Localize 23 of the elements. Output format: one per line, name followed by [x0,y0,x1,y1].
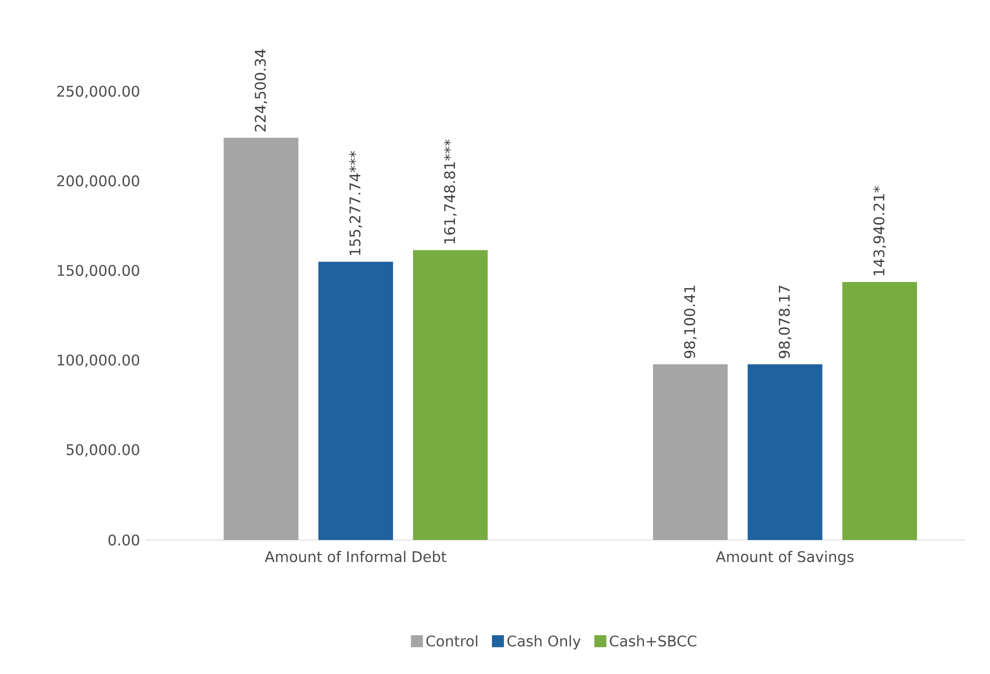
data-label: 143,940.21* [873,186,886,276]
legend-label: Control [426,635,478,647]
data-label: 224,500.34 [254,49,268,132]
y-tick-label: 100,000.00 [58,354,140,368]
y-tick-label: 200,000.00 [57,175,140,188]
bar [842,282,918,540]
data-label: 98,100.41 [684,286,697,358]
y-tick-label: 0.00 [108,534,140,546]
x-tick-label: Amount of Informal Debt [264,550,446,562]
bar [224,138,298,540]
y-tick-label: 50,000.00 [66,444,140,457]
bar [413,250,488,540]
data-label: 98,078.17 [778,286,792,358]
data-label: 155,277.74*** [349,151,362,255]
y-tick-label: 250,000.00 [57,86,140,98]
bar [748,364,822,540]
bar [318,262,394,540]
x-tick-label: Amount of Savings [716,550,854,566]
y-tick-label: 150,000.00 [58,264,140,278]
legend-label: Cash+SBCC [610,635,696,647]
legend-label: Cash Only [507,635,581,650]
bar [653,364,728,540]
data-label: 161,748.81*** [444,139,457,244]
